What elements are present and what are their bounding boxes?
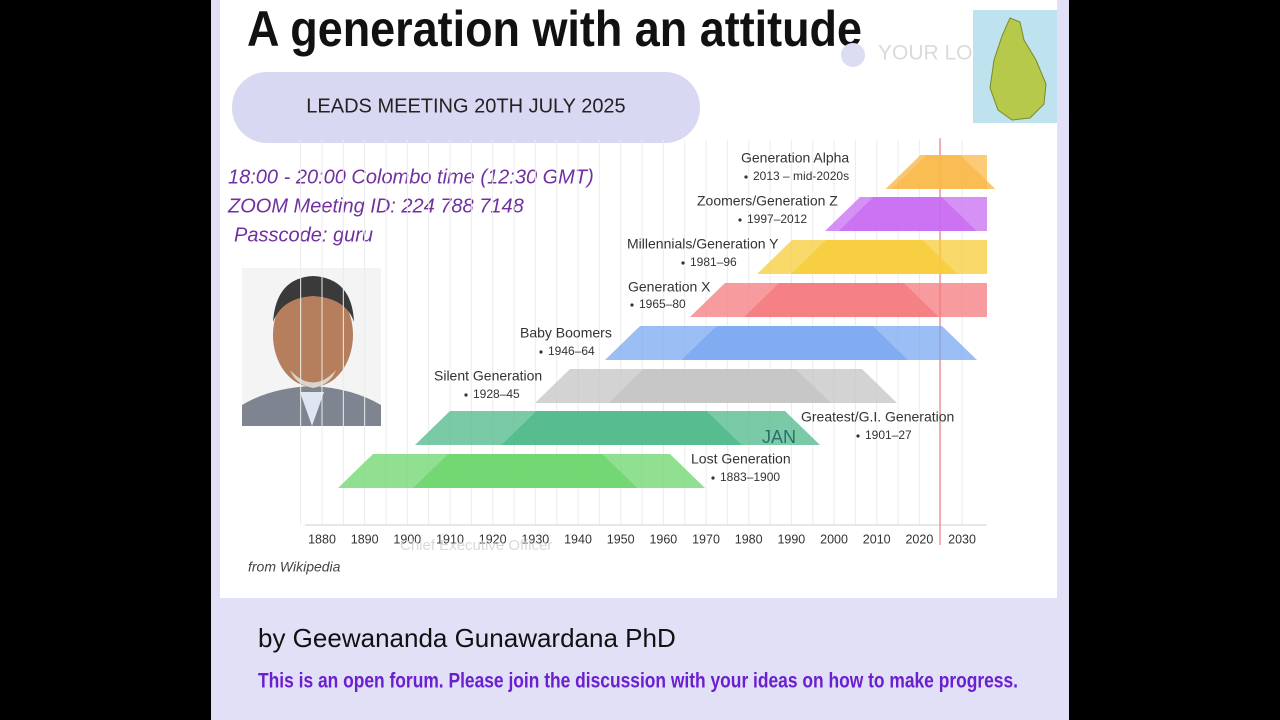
- portrait-beard: [290, 370, 336, 388]
- generation-core: [608, 369, 831, 403]
- banner-pill: [232, 72, 700, 143]
- forum-note: This is an open forum. Please join the d…: [258, 670, 1018, 693]
- meeting-time: 18:00 - 20:00 Colombo time (12:30 GMT): [228, 166, 594, 188]
- portrait: [242, 268, 381, 426]
- portrait-shirt: [300, 392, 324, 426]
- x-tick-label: 1920: [479, 532, 507, 546]
- overlay-label: JAN: [762, 427, 796, 447]
- logo-dot: [841, 43, 865, 67]
- x-tick-label: 1980: [735, 532, 763, 546]
- x-tick-label: 1890: [351, 532, 379, 546]
- generation-years: 2013 – mid-2020s: [753, 169, 849, 183]
- generation-name: Generation Alpha: [741, 150, 849, 166]
- portrait-face: [273, 283, 353, 387]
- timeline: 1880 1890 1900 1910 1920 1930 1940 1950 1960 1970…: [300, 138, 996, 554]
- x-tick-label: 2030: [948, 532, 976, 546]
- bullet: [711, 476, 715, 480]
- map: [973, 10, 1057, 123]
- generation-name: Greatest/G.I. Generation: [801, 409, 954, 425]
- bullet: [630, 303, 634, 307]
- x-tick-label: 2000: [820, 532, 848, 546]
- x-tick-label: 1910: [436, 532, 464, 546]
- generation-core: [838, 197, 977, 231]
- x-tick-label: 1930: [521, 532, 549, 546]
- generation-name: Zoomers/Generation Z: [697, 193, 838, 209]
- banner: LEADS MEETING 20TH JULY 2025: [306, 95, 625, 117]
- generation-years: 1928–45: [473, 387, 520, 401]
- generation-core: [413, 454, 638, 488]
- x-tick-label: 1990: [777, 532, 805, 546]
- title: A generation with an attitude: [247, 1, 862, 57]
- generation-years: 1981–96: [690, 255, 737, 269]
- x-tick-label: 1880: [308, 532, 336, 546]
- x-tick-label: 1960: [649, 532, 677, 546]
- meeting-id: ZOOM Meeting ID: 224 788 7148: [227, 195, 524, 217]
- generation-name: Baby Boomers: [520, 325, 612, 341]
- generation-name: Generation X: [628, 279, 711, 295]
- generation-core: [791, 240, 958, 274]
- bullet: [539, 350, 543, 354]
- bullet: [856, 434, 860, 438]
- generation-years: 1997–2012: [747, 212, 807, 226]
- generation-name: Lost Generation: [691, 451, 791, 467]
- x-tick-label: 1900: [393, 532, 421, 546]
- generation-name: Millennials/Generation Y: [627, 236, 779, 252]
- generation-core: [681, 326, 908, 360]
- x-tick-label: 1950: [607, 532, 635, 546]
- x-tick-label: 2010: [863, 532, 891, 546]
- generation-core: [501, 411, 742, 445]
- x-tick-label: 1940: [564, 532, 592, 546]
- generation-core: [744, 283, 939, 317]
- bullet: [464, 393, 468, 397]
- generation-core: [885, 155, 996, 189]
- bullet: [744, 175, 748, 179]
- generation-name: Silent Generation: [434, 368, 542, 384]
- passcode: Passcode: guru: [234, 224, 373, 246]
- bullet: [681, 261, 685, 265]
- portrait-hair: [273, 276, 354, 322]
- bullet: [738, 218, 742, 222]
- map-island: [989, 17, 1047, 121]
- generation-years: 1901–27: [865, 428, 912, 442]
- overlay-caption: Chief Executive Officer: [400, 537, 552, 554]
- source: from Wikipedia: [248, 559, 341, 575]
- generation-years: 1883–1900: [720, 470, 780, 484]
- x-tick-label: 1970: [692, 532, 720, 546]
- generation-years: 1965–80: [639, 297, 686, 311]
- x-tick-label: 2020: [905, 532, 933, 546]
- author: by Geewananda Gunawardana PhD: [258, 623, 676, 653]
- generation-years: 1946–64: [548, 344, 595, 358]
